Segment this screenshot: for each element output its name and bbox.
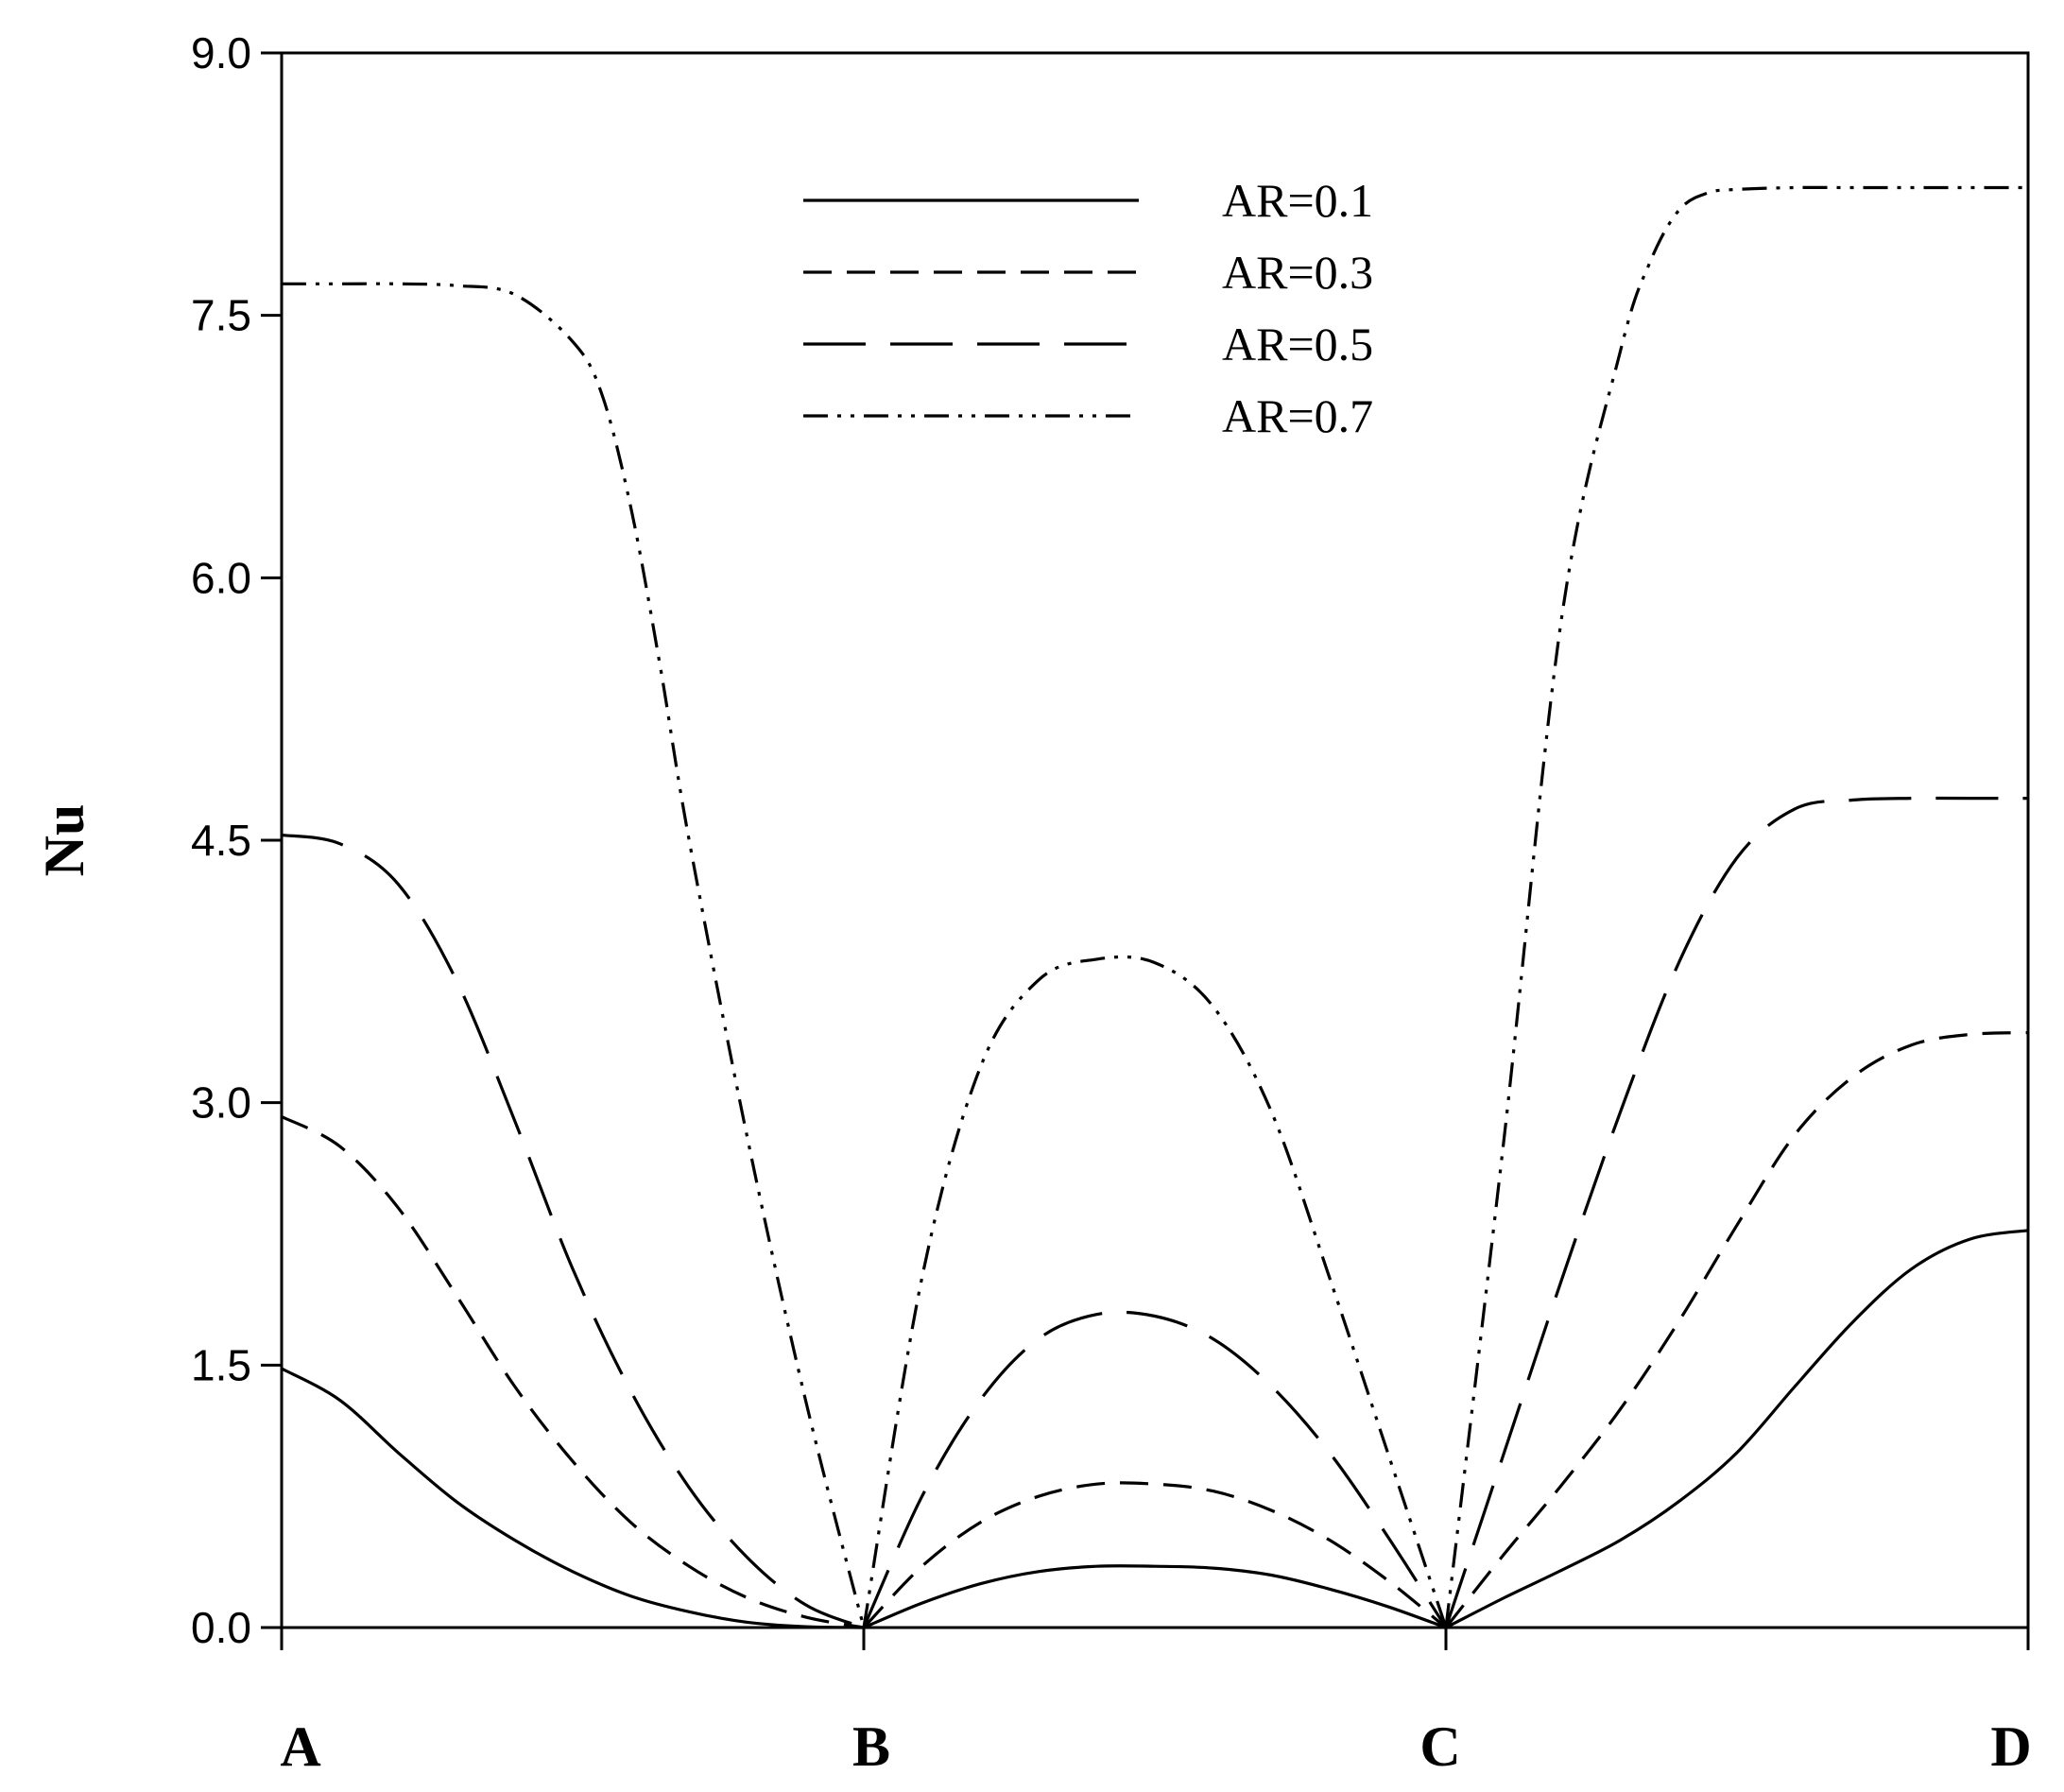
series-ar-0-3 xyxy=(281,1031,2029,1629)
legend-label: AR=0.7 xyxy=(1222,389,1373,442)
series-layer xyxy=(281,185,2029,1629)
y-axis-ticks: 0.0 1.5 3.0 4.5 6.0 7.5 9.0 xyxy=(191,28,282,1652)
series-ar-0-5 xyxy=(281,796,2028,1629)
legend: AR=0.1 AR=0.3 AR=0.5 AR=0.7 xyxy=(803,174,1373,442)
y-tick-label: 3.0 xyxy=(191,1078,251,1128)
plot-border xyxy=(280,51,2030,1629)
y-tick-label: 7.5 xyxy=(191,291,251,340)
series-line xyxy=(1445,1229,2029,1629)
series-ar-0-1 xyxy=(281,1229,2029,1629)
plot-frame xyxy=(280,51,2030,1629)
series-line xyxy=(1444,185,2028,1628)
series-line xyxy=(1444,1031,2029,1628)
y-tick-label: 0.0 xyxy=(191,1603,251,1652)
x-axis-ticks: A B C D xyxy=(280,1628,2032,1778)
series-line xyxy=(1444,796,2028,1628)
legend-label: AR=0.5 xyxy=(1222,318,1373,370)
series-line xyxy=(281,1367,865,1629)
x-category-label: A xyxy=(280,1715,320,1778)
x-category-label: C xyxy=(1419,1715,1460,1778)
series-line xyxy=(281,1115,865,1629)
y-tick-label: 6.0 xyxy=(191,553,251,602)
series-ar-0-7 xyxy=(282,185,2028,1628)
legend-label: AR=0.1 xyxy=(1222,174,1373,227)
legend-label: AR=0.3 xyxy=(1222,246,1373,299)
y-axis-title: Nu xyxy=(33,804,95,877)
series-line xyxy=(862,955,1448,1628)
y-tick-label: 1.5 xyxy=(191,1340,251,1389)
series-line xyxy=(862,1310,1448,1628)
series-line xyxy=(281,833,865,1629)
y-tick-label: 4.5 xyxy=(191,816,251,865)
y-tick-label: 9.0 xyxy=(191,28,251,78)
series-line xyxy=(862,1481,1448,1629)
series-line xyxy=(863,1564,1447,1629)
x-category-label: D xyxy=(1990,1715,2031,1778)
x-category-label: B xyxy=(852,1715,890,1778)
